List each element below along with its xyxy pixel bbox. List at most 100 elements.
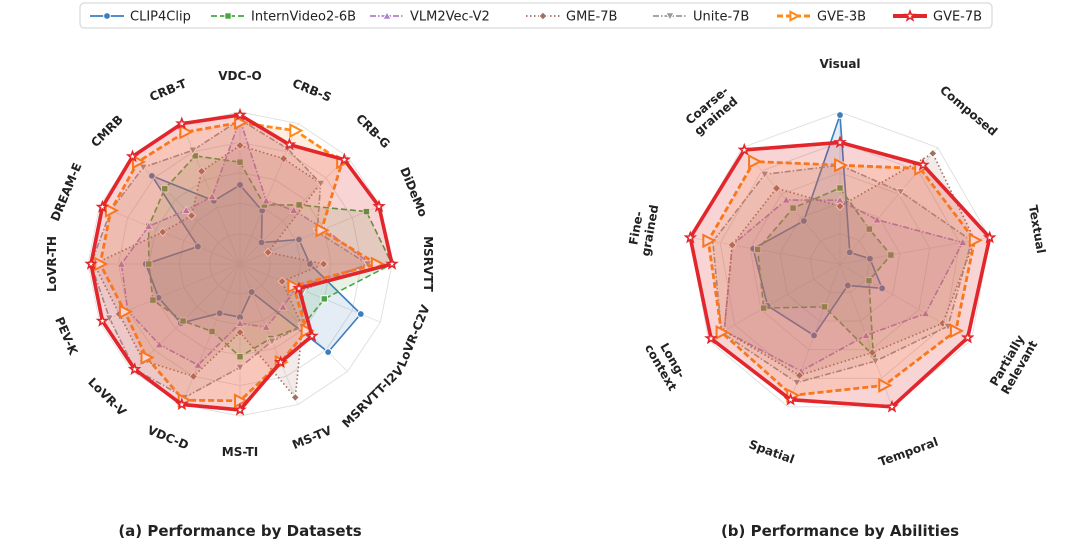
data-point-ms-ti [235,318,245,327]
data-point-lovr-v [127,362,142,376]
series-area [706,160,977,397]
data-point-vdc-o [233,107,247,121]
data-point-long-context [704,331,718,345]
data-point-dream-e [193,242,202,251]
data-point-msrvtt-i2v [324,348,333,357]
data-point-crb-t [207,191,217,201]
legend-label: GVE-7B [933,10,982,25]
data-point-partially-relevant [920,308,931,318]
data-point-ms-tv [247,288,256,296]
grid-spoke [239,263,299,405]
data-point-composed [928,148,938,159]
data-point-crb-t [188,146,198,156]
data-point-lovr-c2v [356,310,365,318]
data-point-ms-ti [234,393,249,409]
data-point-long-context [759,304,768,312]
data-point-composed [865,225,874,233]
data-point-cmrb [161,185,169,193]
series-area [756,187,892,357]
data-point-dream-e [143,221,154,230]
data-point-partially-relevant [960,330,975,344]
data-point-coarse-grained [748,154,763,169]
legend-item-gve-3b: GVE-3B [777,10,866,25]
data-point-lovr-c2v [292,281,306,295]
data-point-ms-ti [233,402,247,416]
legend-marker [665,12,675,22]
legend-frame [79,2,993,29]
data-point-lovr-v [154,339,165,349]
axis-label-coarse-grained: Coarse-grained [683,83,741,138]
data-point-temporal [867,347,877,358]
data-point-ms-tv [290,392,300,403]
data-point-lovr-th [116,258,127,268]
data-point-lovr-v [140,350,155,365]
data-point-spatial [810,331,818,340]
legend-label: Unite-7B [693,10,749,25]
data-point-coarse-grained [789,204,797,212]
data-point-pev-k [104,314,115,324]
data-point-textual [968,232,983,248]
legend-label: GVE-3B [817,10,866,25]
axis-label-didemo: DiDeMo [397,165,430,219]
grid-ring [779,202,901,322]
axis-label-textual: Textual [1026,204,1048,255]
data-point-vdc-o [235,140,245,151]
data-point-temporal [843,281,852,290]
axis-label-crb-t: CRB-T [148,76,190,104]
legend-marker [382,10,392,20]
series-gme-7b [719,148,980,381]
axis-label-msrvtt-i2v: MSRVTT-I2V [339,363,407,431]
axis-label-partially-relevant: PartiallyRelevant [986,331,1040,397]
axis-label-crb-s: CRB-S [290,76,333,105]
legend-label: CLIP4Clip [130,10,191,25]
legend-marker [903,8,917,22]
data-point-lovr-th [94,256,109,272]
data-point-crb-g [337,152,351,166]
data-point-cmrb [147,171,156,180]
data-point-didemo [295,235,303,244]
data-point-temporal [885,399,899,413]
data-point-textual [957,237,968,247]
series-gve-7b [683,135,997,413]
data-point-didemo [315,222,330,238]
data-point-dream-e [158,227,168,237]
data-point-crb-t [191,152,199,160]
data-point-vdc-o [236,181,244,189]
legend-item-gme-7b: GME-7B [526,10,617,25]
data-point-visual [834,157,849,173]
data-point-lovr-v [179,317,187,325]
data-point-pev-k [149,296,157,304]
data-point-fine-grained [727,240,737,250]
data-point-cmrb [181,205,192,214]
legend-item-internvideo2-6b: InternVideo2-6B [211,10,356,25]
data-point-fine-grained [702,233,717,249]
data-point-crb-s [278,153,289,164]
data-point-composed [895,188,906,197]
grid-spoke [239,263,381,323]
axis-label-crb-g: CRB-G [353,111,393,151]
data-point-crb-g [288,205,299,214]
data-point-partially-relevant [865,277,873,285]
data-point-spatial [792,378,802,388]
data-point-textual [866,254,874,263]
data-point-textual [982,230,997,244]
data-point-ms-ti [235,327,245,338]
data-point-msrvtt [318,259,329,269]
data-point-dream-e [95,199,110,213]
data-point-msrvtt-i2v [300,323,315,339]
data-point-lovr-c2v [277,276,287,287]
data-point-coarse-grained [799,217,808,225]
data-point-didemo [263,247,273,258]
legend-item-clip4clip: CLIP4Clip [90,10,191,25]
axis-label-long-context: Long-context [642,335,692,394]
data-point-msrvtt [385,256,399,270]
data-point-didemo [362,207,371,216]
legend-item-vlm2vec-v2: VLM2Vec-V2 [370,10,490,25]
axis-label-dream-e: DREAM-E [48,161,85,223]
legend-label: InternVideo2-6B [251,10,356,25]
axis-label-pev-k: PEV-K [52,315,80,358]
data-point-coarse-grained [771,183,782,194]
grid-spoke [99,205,241,265]
data-point-ms-tv [274,355,288,369]
